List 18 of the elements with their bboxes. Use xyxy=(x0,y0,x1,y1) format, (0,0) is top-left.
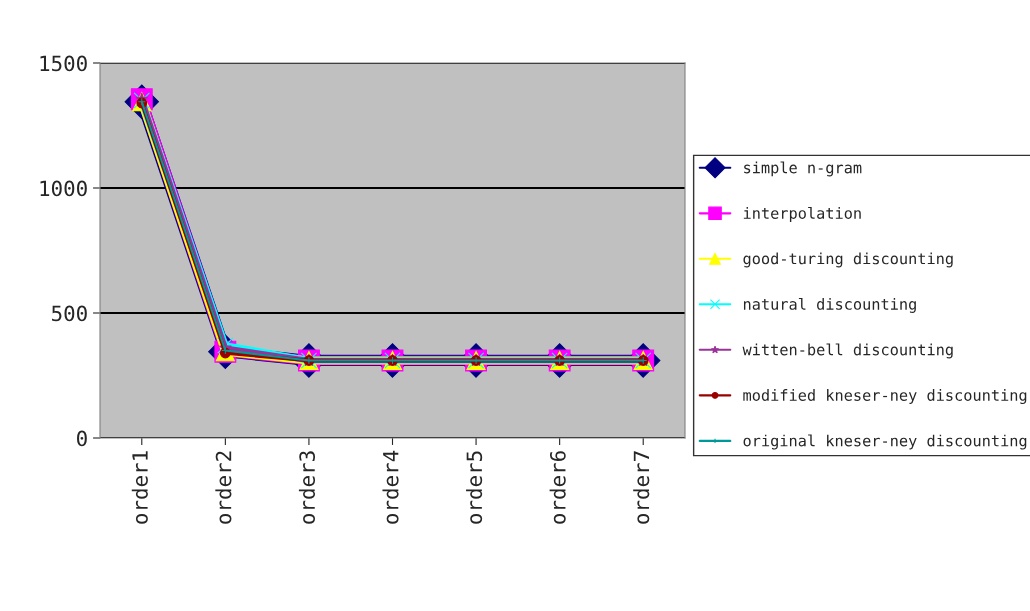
y-tick-label: 1500 xyxy=(40,55,87,72)
y-tick-label: 1000 xyxy=(40,180,87,197)
legend-label: witten-bell discounting xyxy=(742,343,953,359)
x-tick-label: order6 xyxy=(549,451,566,524)
legend-label: interpolation xyxy=(743,207,861,222)
legend-label: simple n-gram xyxy=(744,161,862,177)
x-tick-label: order4 xyxy=(382,450,399,524)
x-tick-label: order1 xyxy=(131,451,148,524)
y-tick-label: 500 xyxy=(52,305,87,322)
x-tick-label: order2 xyxy=(215,451,232,524)
legend-label: original kneser-ney discounting xyxy=(743,434,1027,450)
x-tick-label: order5 xyxy=(466,451,483,524)
legend-label: modified kneser-ney discounting xyxy=(743,389,1027,404)
y-tick-label: 0 xyxy=(77,430,87,447)
x-tick-label: order7 xyxy=(633,451,650,524)
legend-label: good-turing discounting xyxy=(743,252,953,268)
x-tick-label: order3 xyxy=(298,451,316,524)
legend-label: natural discounting xyxy=(743,297,916,313)
